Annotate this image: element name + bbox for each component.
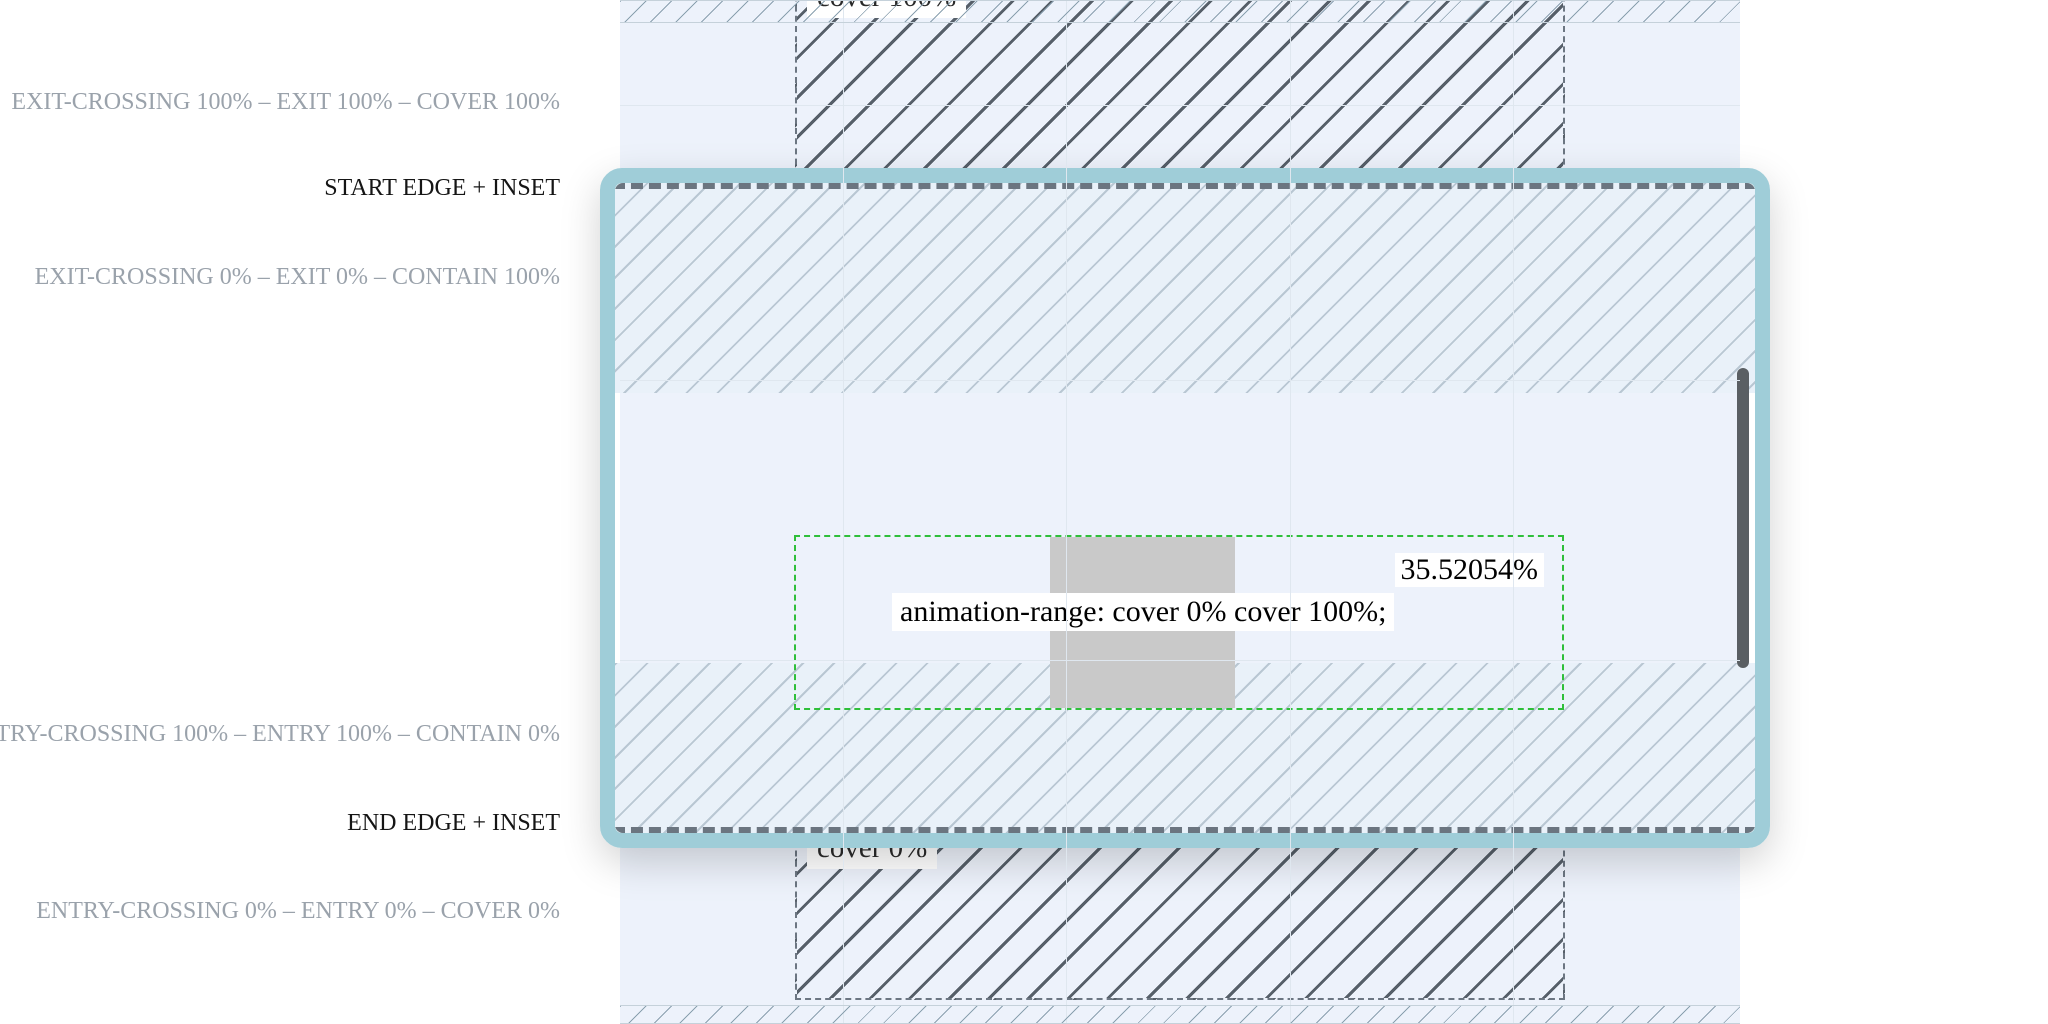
row-label: START EDGE + INSET <box>324 175 560 202</box>
subject-percent: 35.52054% <box>1395 553 1545 587</box>
viewport-top-band <box>615 183 1755 393</box>
diagram-stage: cover 100% cover 0% 35.52054% animation-… <box>0 0 2048 1024</box>
end-edge-inset-line <box>615 827 1755 833</box>
scrollbar-thumb[interactable] <box>1737 368 1749 668</box>
viewport-inner <box>615 183 1755 833</box>
start-edge-inset-line <box>615 183 1755 189</box>
animation-subject: 35.52054% animation-range: cover 0% cove… <box>794 535 1564 710</box>
row-label: END EDGE + INSET <box>347 810 560 837</box>
row-label: ENTRY-CROSSING 0% – ENTRY 0% – COVER 0% <box>36 898 560 925</box>
subject-code: animation-range: cover 0% cover 100%; <box>892 593 1394 631</box>
cover-100-box: cover 100% <box>795 0 1565 185</box>
row-label: EXIT-CROSSING 100% – EXIT 100% – COVER 1… <box>11 89 560 116</box>
row-label: EXIT-CROSSING 0% – EXIT 0% – CONTAIN 100… <box>35 264 560 291</box>
row-label: ENTRY-CROSSING 100% – ENTRY 100% – CONTA… <box>0 721 560 748</box>
cover-0-box: cover 0% <box>795 830 1565 1000</box>
viewport-frame <box>600 168 1770 848</box>
